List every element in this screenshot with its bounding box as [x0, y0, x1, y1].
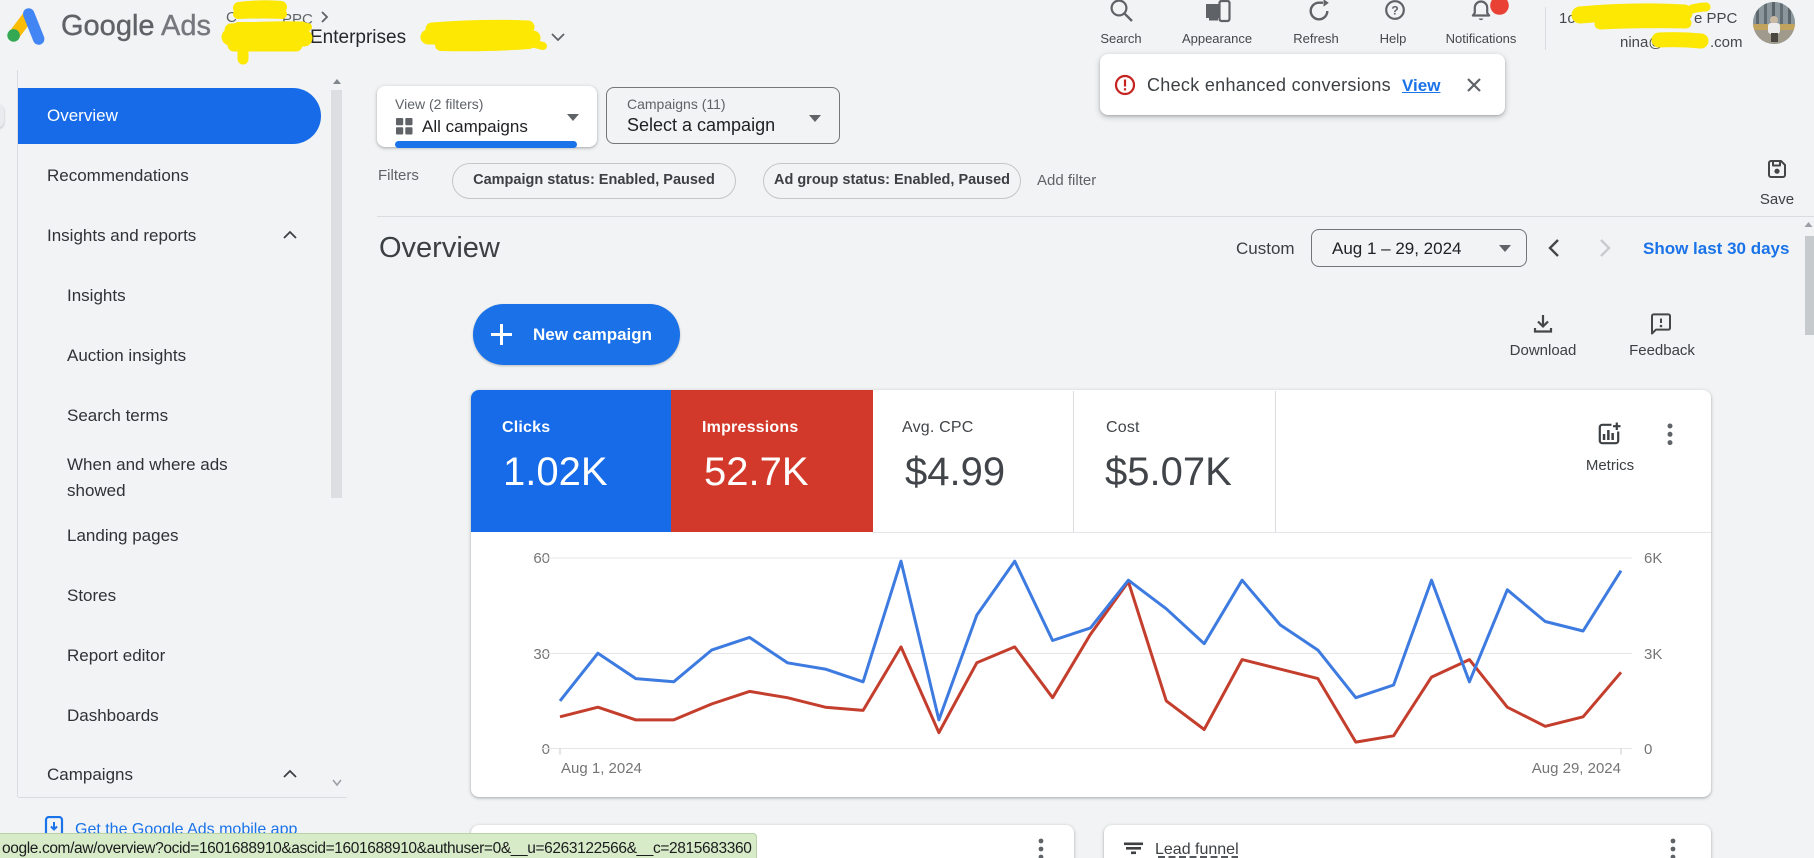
svg-text:?: ? [1391, 3, 1398, 17]
